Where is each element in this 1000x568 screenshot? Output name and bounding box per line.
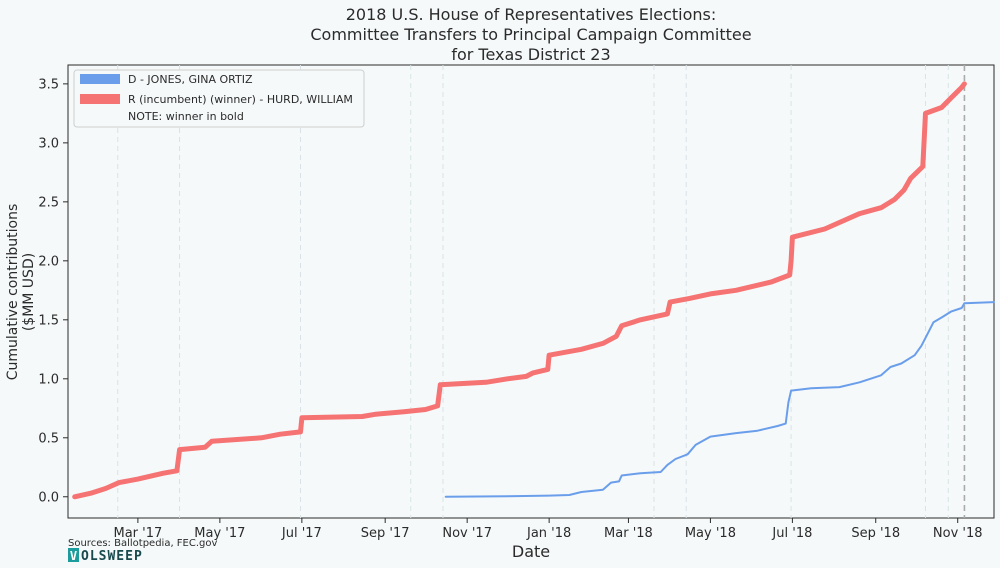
x-tick-label: Mar '17 [113,526,162,541]
legend-swatch-hurd [80,94,120,104]
x-tick-label: Jan '18 [526,526,571,541]
x-tick-label: May '17 [194,526,245,541]
legend-note: NOTE: winner in bold [128,110,244,123]
legend-swatch-jones [80,74,120,84]
y-tick-label: 3.5 [38,77,59,92]
chart-title-line-3: for Texas District 23 [451,45,610,64]
chart-title-line-2: Committee Transfers to Principal Campaig… [310,25,751,44]
x-axis-ticks: Mar '17 May '17 Jul '17 Sep '17 Nov '17 Jan '… [113,518,983,541]
legend-box [73,69,365,128]
x-tick-label: May '18 [685,526,736,541]
x-axis-label: Date [512,542,550,561]
logo-text: OLSWEEP [81,549,143,564]
y-axis-label-line-1: Cumulative contributions [5,204,21,381]
y-axis-label-line-2: ($MM USD) [21,253,37,331]
legend-label-hurd: R (incumbent) (winner) - HURD, WILLIAM [128,93,353,106]
series-line-jones [444,301,995,498]
y-axis-ticks: 0.0 0.5 1.0 1.5 2.0 2.5 3.0 3.5 [38,77,68,505]
x-tick-label: Jul '17 [281,526,322,541]
y-tick-label: 0.5 [38,431,59,446]
legend-label-jones: D - JONES, GINA ORTIZ [128,73,253,86]
x-tick-label: Nov '18 [933,526,983,541]
x-tick-label: Jul '18 [771,526,812,541]
logo-box [68,548,79,562]
y-tick-label: 1.5 [38,313,59,328]
y-tick-label: 0.0 [38,490,59,505]
logo: V OLSWEEP [68,548,143,564]
x-tick-label: Sep '18 [851,526,900,541]
series-line-hurd [72,81,967,500]
logo-box-letter: V [70,549,77,563]
y-tick-label: 1.0 [38,372,59,387]
y-tick-label: 2.5 [38,195,59,210]
y-tick-label: 2.0 [38,254,59,269]
vertical-gridlines [117,65,966,518]
x-tick-label: Nov '17 [442,526,492,541]
chart-title-line-1: 2018 U.S. House of Representatives Elect… [346,5,717,24]
plot-area [67,64,995,519]
x-tick-label: Mar '18 [604,526,653,541]
y-tick-label: 3.0 [38,136,59,151]
sources-text: Sources: Ballotpedia, FEC.gov [68,538,217,549]
x-tick-label: Sep '17 [361,526,410,541]
series-lines [72,81,995,500]
legend: D - JONES, GINA ORTIZ R (incumbent) (win… [73,69,365,128]
